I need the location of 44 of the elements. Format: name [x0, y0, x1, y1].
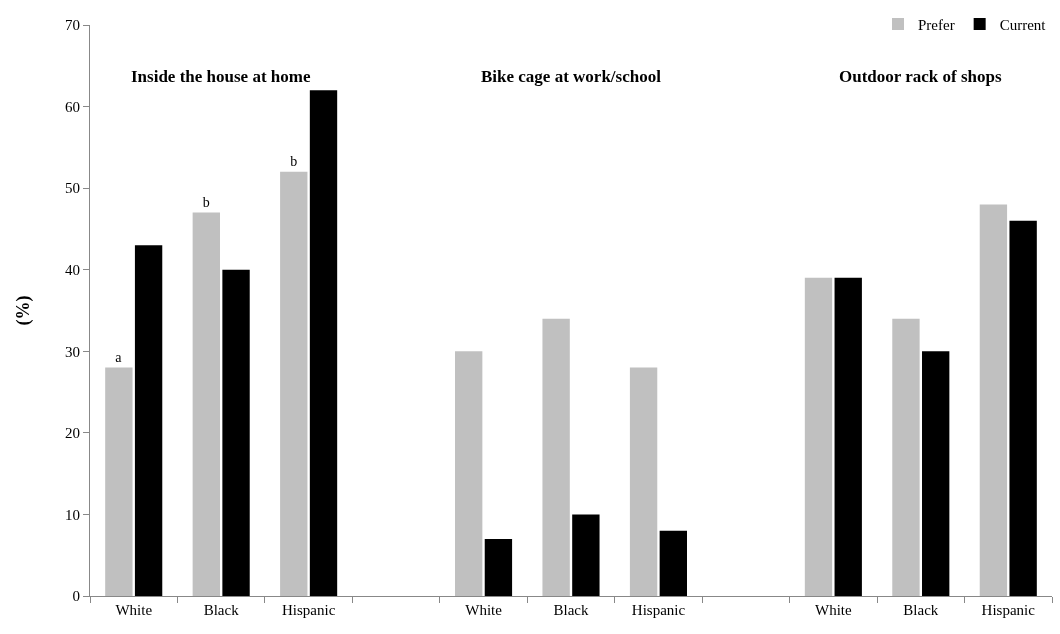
data-label: b: [290, 153, 298, 169]
data-label: b: [202, 194, 210, 210]
bar: [484, 538, 513, 596]
x-tick-label: Black: [203, 602, 240, 618]
x-tick-label: White: [115, 602, 153, 618]
bar: [1009, 220, 1037, 596]
bar: [134, 245, 163, 596]
bar: [979, 204, 1008, 596]
bar: [629, 367, 658, 596]
bar: [280, 171, 308, 596]
x-tick-label: Hispanic: [631, 602, 686, 618]
y-tick-label: 10: [65, 506, 80, 523]
bar: [455, 351, 483, 596]
bar: [542, 318, 570, 596]
x-tick-label: White: [465, 602, 503, 618]
x-tick-label: Hispanic: [981, 602, 1036, 618]
y-tick-label: 20: [65, 425, 80, 442]
annotation: Bike cage at work/school: [481, 67, 662, 86]
y-tick-label: 50: [65, 180, 80, 197]
legend-label: Current: [999, 16, 1047, 33]
x-tick-label: White: [815, 602, 853, 618]
annotation: Inside the house at home: [131, 67, 311, 86]
x-tick-label: Black: [903, 602, 939, 618]
bar: [222, 269, 250, 596]
bar: [804, 277, 833, 596]
data-label: a: [115, 349, 123, 365]
y-axis-title: (%): [13, 295, 35, 326]
annotation: Outdoor rack of shops: [839, 67, 1003, 86]
bar: [572, 514, 600, 596]
bar: [922, 351, 950, 596]
x-tick-label: Hispanic: [281, 602, 336, 618]
bar: [309, 90, 338, 596]
y-tick-label: 0: [72, 588, 80, 605]
bar: [834, 277, 862, 596]
y-tick-label: 30: [65, 343, 80, 360]
y-tick-label: 70: [65, 17, 80, 34]
bar: [105, 367, 133, 596]
bar: [659, 530, 687, 596]
y-tick-label: 60: [65, 98, 80, 115]
bar: [892, 318, 920, 596]
y-tick-label: 40: [65, 261, 80, 278]
legend-label: Prefer: [918, 16, 955, 33]
x-tick-label: Black: [553, 602, 589, 618]
bar: [192, 212, 220, 596]
